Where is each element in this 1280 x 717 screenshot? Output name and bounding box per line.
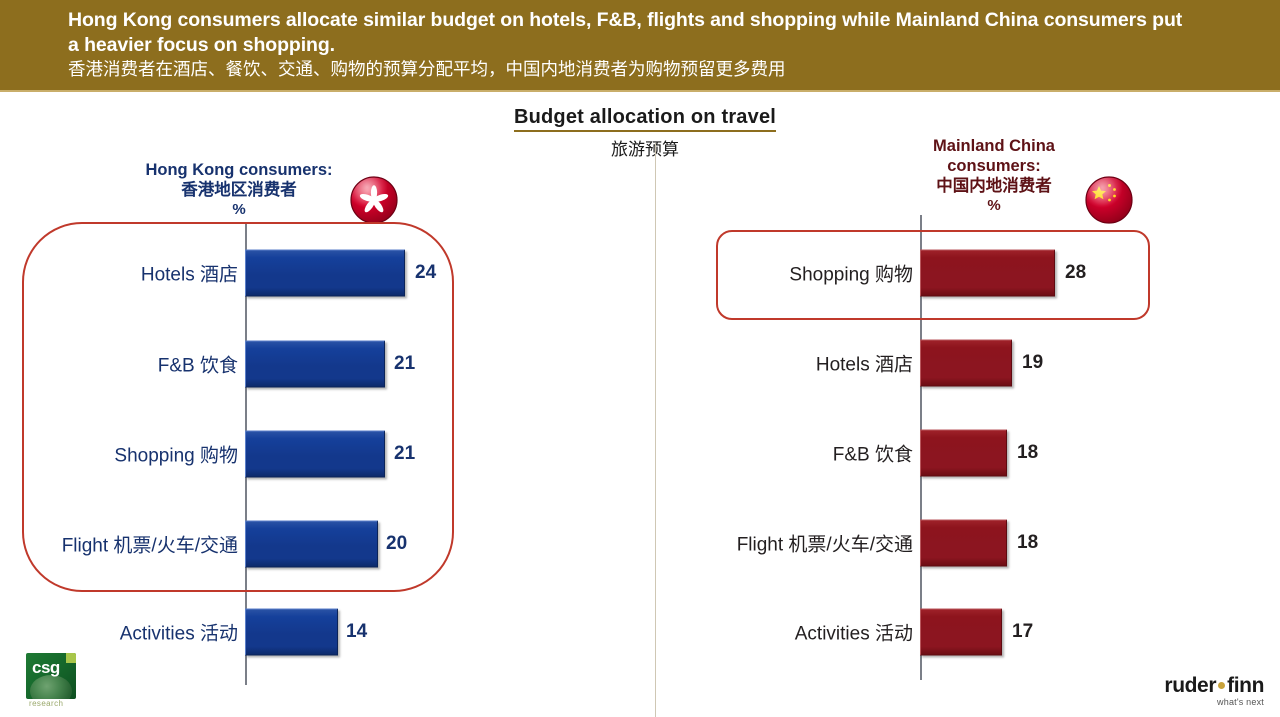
chart-main-title: Budget allocation on travel 旅游预算	[440, 106, 850, 160]
cn-bar-1	[920, 339, 1012, 387]
hk-bar-value-2: 21	[394, 443, 416, 464]
cn-heading-chinese: 中国内地消费者	[936, 177, 1052, 195]
hong-kong-flag-icon	[350, 176, 398, 224]
csg-globe-icon	[30, 675, 72, 699]
cn-bar-value-3: 18	[1017, 532, 1039, 553]
cn-heading-english-line2: consumers:	[947, 157, 1041, 175]
cn-bar-row-3: Flight 机票/火车/交通 18	[660, 513, 1280, 573]
cn-bar-2	[920, 429, 1007, 477]
hk-bar-label-3: Flight 机票/火车/交通	[61, 535, 238, 557]
cn-bar-label-4: Activities 活动	[794, 623, 913, 645]
cn-bar-label-0: Shopping 购物	[789, 264, 913, 286]
hong-kong-bar-chart: Hotels 酒店 24 F&B 饮食 21 Shopping 购物 21 Fl…	[0, 215, 640, 685]
cn-bar-label-2: F&B 饮食	[832, 444, 913, 466]
hk-heading-chinese: 香港地区消费者	[181, 181, 297, 199]
hk-bar-row-2: Shopping 购物 21	[0, 424, 640, 484]
hk-heading-unit: %	[232, 201, 246, 218]
ruder-finn-tagline: what's next	[1217, 697, 1264, 707]
china-flag-icon	[1085, 176, 1133, 224]
hk-panel-heading: Hong Kong consumers: 香港地区消费者 %	[110, 160, 368, 220]
hk-bar-value-1: 21	[394, 353, 416, 374]
csg-logo-subtext: research	[29, 699, 64, 708]
cn-bar-4	[920, 608, 1002, 656]
csg-logo-mark: csg	[26, 653, 76, 699]
cn-bar-0	[920, 249, 1055, 297]
csg-logo-corner-accent	[66, 653, 76, 663]
ruder-finn-logo: ruder finn what's next	[1164, 674, 1264, 707]
ruder-finn-wordmark: ruder finn	[1164, 674, 1264, 698]
csg-logo-text: csg	[32, 658, 60, 677]
panel-divider	[655, 143, 656, 717]
hk-bar-1	[245, 340, 385, 388]
cn-bar-row-4: Activities 活动 17	[660, 602, 1280, 662]
ruder-finn-word-left: ruder	[1164, 674, 1217, 697]
hk-bar-2	[245, 430, 385, 478]
hk-bar-3	[245, 520, 378, 568]
cn-bar-value-1: 19	[1022, 352, 1044, 373]
hk-bar-row-1: F&B 饮食 21	[0, 334, 640, 394]
hk-highlight-callout	[22, 222, 454, 592]
hk-bar-label-1: F&B 饮食	[157, 355, 238, 377]
hk-bar-row-3: Flight 机票/火车/交通 20	[0, 514, 640, 574]
ruder-finn-word-right: finn	[1227, 674, 1264, 697]
hk-bar-row-0: Hotels 酒店 24	[0, 243, 640, 303]
hk-heading-english: Hong Kong consumers:	[145, 161, 333, 179]
cn-bar-row-0: Shopping 购物 28	[660, 243, 1280, 303]
hk-bar-0	[245, 249, 405, 297]
hk-bar-value-4: 14	[346, 621, 368, 642]
ruder-finn-dot-icon	[1218, 682, 1226, 689]
header-headline-english: Hong Kong consumers allocate similar bud…	[68, 9, 1183, 56]
hk-bar-label-2: Shopping 购物	[114, 445, 238, 467]
cn-bar-3	[920, 519, 1007, 567]
mainland-china-bar-chart: Shopping 购物 28 Hotels 酒店 19 F&B 饮食 18 Fl…	[660, 215, 1280, 685]
cn-bar-value-2: 18	[1017, 442, 1039, 463]
chart-main-title-chinese: 旅游预算	[611, 140, 679, 159]
cn-highlight-callout	[716, 230, 1150, 320]
hk-bar-label-4: Activities 活动	[119, 623, 238, 645]
header-band: Hong Kong consumers allocate similar bud…	[0, 0, 1280, 92]
cn-bar-row-1: Hotels 酒店 19	[660, 333, 1280, 393]
cn-bar-value-4: 17	[1012, 621, 1034, 642]
cn-bar-value-0: 28	[1065, 262, 1087, 283]
hk-bar-label-0: Hotels 酒店	[140, 264, 238, 286]
cn-bar-label-1: Hotels 酒店	[815, 354, 913, 376]
header-headline-chinese: 香港消费者在酒店、餐饮、交通、购物的预算分配平均，中国内地消费者为购物预留更多费…	[68, 59, 786, 79]
cn-bar-label-3: Flight 机票/火车/交通	[736, 534, 913, 556]
hk-bar-4	[245, 608, 338, 656]
hk-bar-row-4: Activities 活动 14	[0, 602, 640, 662]
cn-bar-row-2: F&B 饮食 18	[660, 423, 1280, 483]
csg-research-logo: csg research	[26, 653, 76, 708]
cn-panel-heading: Mainland China consumers: 中国内地消费者 %	[880, 136, 1108, 216]
cn-heading-unit: %	[987, 197, 1001, 214]
chart-main-title-english: Budget allocation on travel	[513, 106, 777, 132]
cn-heading-english-line1: Mainland China	[933, 137, 1055, 155]
